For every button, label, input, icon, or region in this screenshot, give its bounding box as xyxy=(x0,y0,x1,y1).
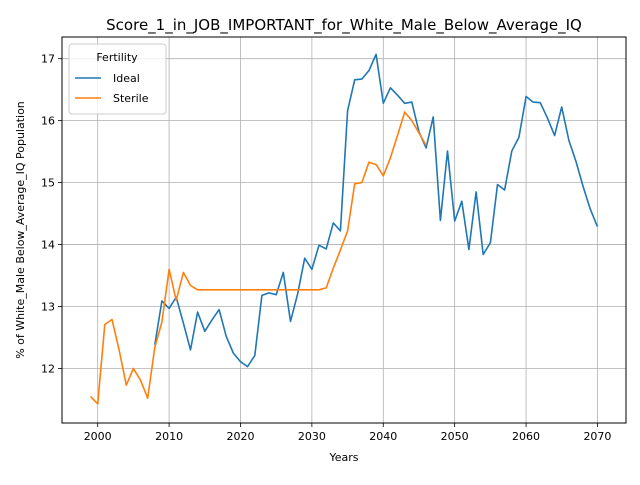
x-tick-label: 2040 xyxy=(369,430,397,443)
x-tick-label: 2000 xyxy=(84,430,112,443)
x-tick-label: 2020 xyxy=(226,430,254,443)
legend: Fertility Ideal Sterile xyxy=(68,43,167,115)
legend-title: Fertility xyxy=(96,51,138,64)
x-tick-label: 2070 xyxy=(583,430,611,443)
chart-title: Score_1_in_JOB_IMPORTANT_for_White_Male_… xyxy=(106,16,582,35)
plot-frame xyxy=(61,36,627,424)
y-tick-label: 12 xyxy=(41,362,55,375)
x-tick-label: 2010 xyxy=(155,430,183,443)
y-tick-label: 16 xyxy=(41,115,55,128)
y-tick-label: 17 xyxy=(41,53,55,66)
legend-label-sterile: Sterile xyxy=(113,92,149,105)
y-tick-label: 15 xyxy=(41,177,55,190)
legend-frame xyxy=(68,43,167,115)
y-axis-label: % of White_Male Below_Average_IQ Populat… xyxy=(14,101,27,359)
x-tick-label: 2060 xyxy=(512,430,540,443)
grid xyxy=(62,37,626,423)
x-axis-label: Years xyxy=(328,451,358,464)
y-tick-label: 13 xyxy=(41,301,55,314)
series-line-ideal xyxy=(154,53,599,368)
y-axis-ticks: 12 13 14 15 16 17 xyxy=(41,53,62,375)
x-tick-label: 2050 xyxy=(441,430,469,443)
legend-label-ideal: Ideal xyxy=(113,72,140,85)
series-lines xyxy=(90,53,599,405)
series-line-sterile xyxy=(90,111,427,405)
y-tick-label: 14 xyxy=(41,239,55,252)
x-axis-ticks: 2000 2010 2020 2030 2040 2050 2060 2070 xyxy=(84,423,611,443)
x-tick-label: 2030 xyxy=(298,430,326,443)
